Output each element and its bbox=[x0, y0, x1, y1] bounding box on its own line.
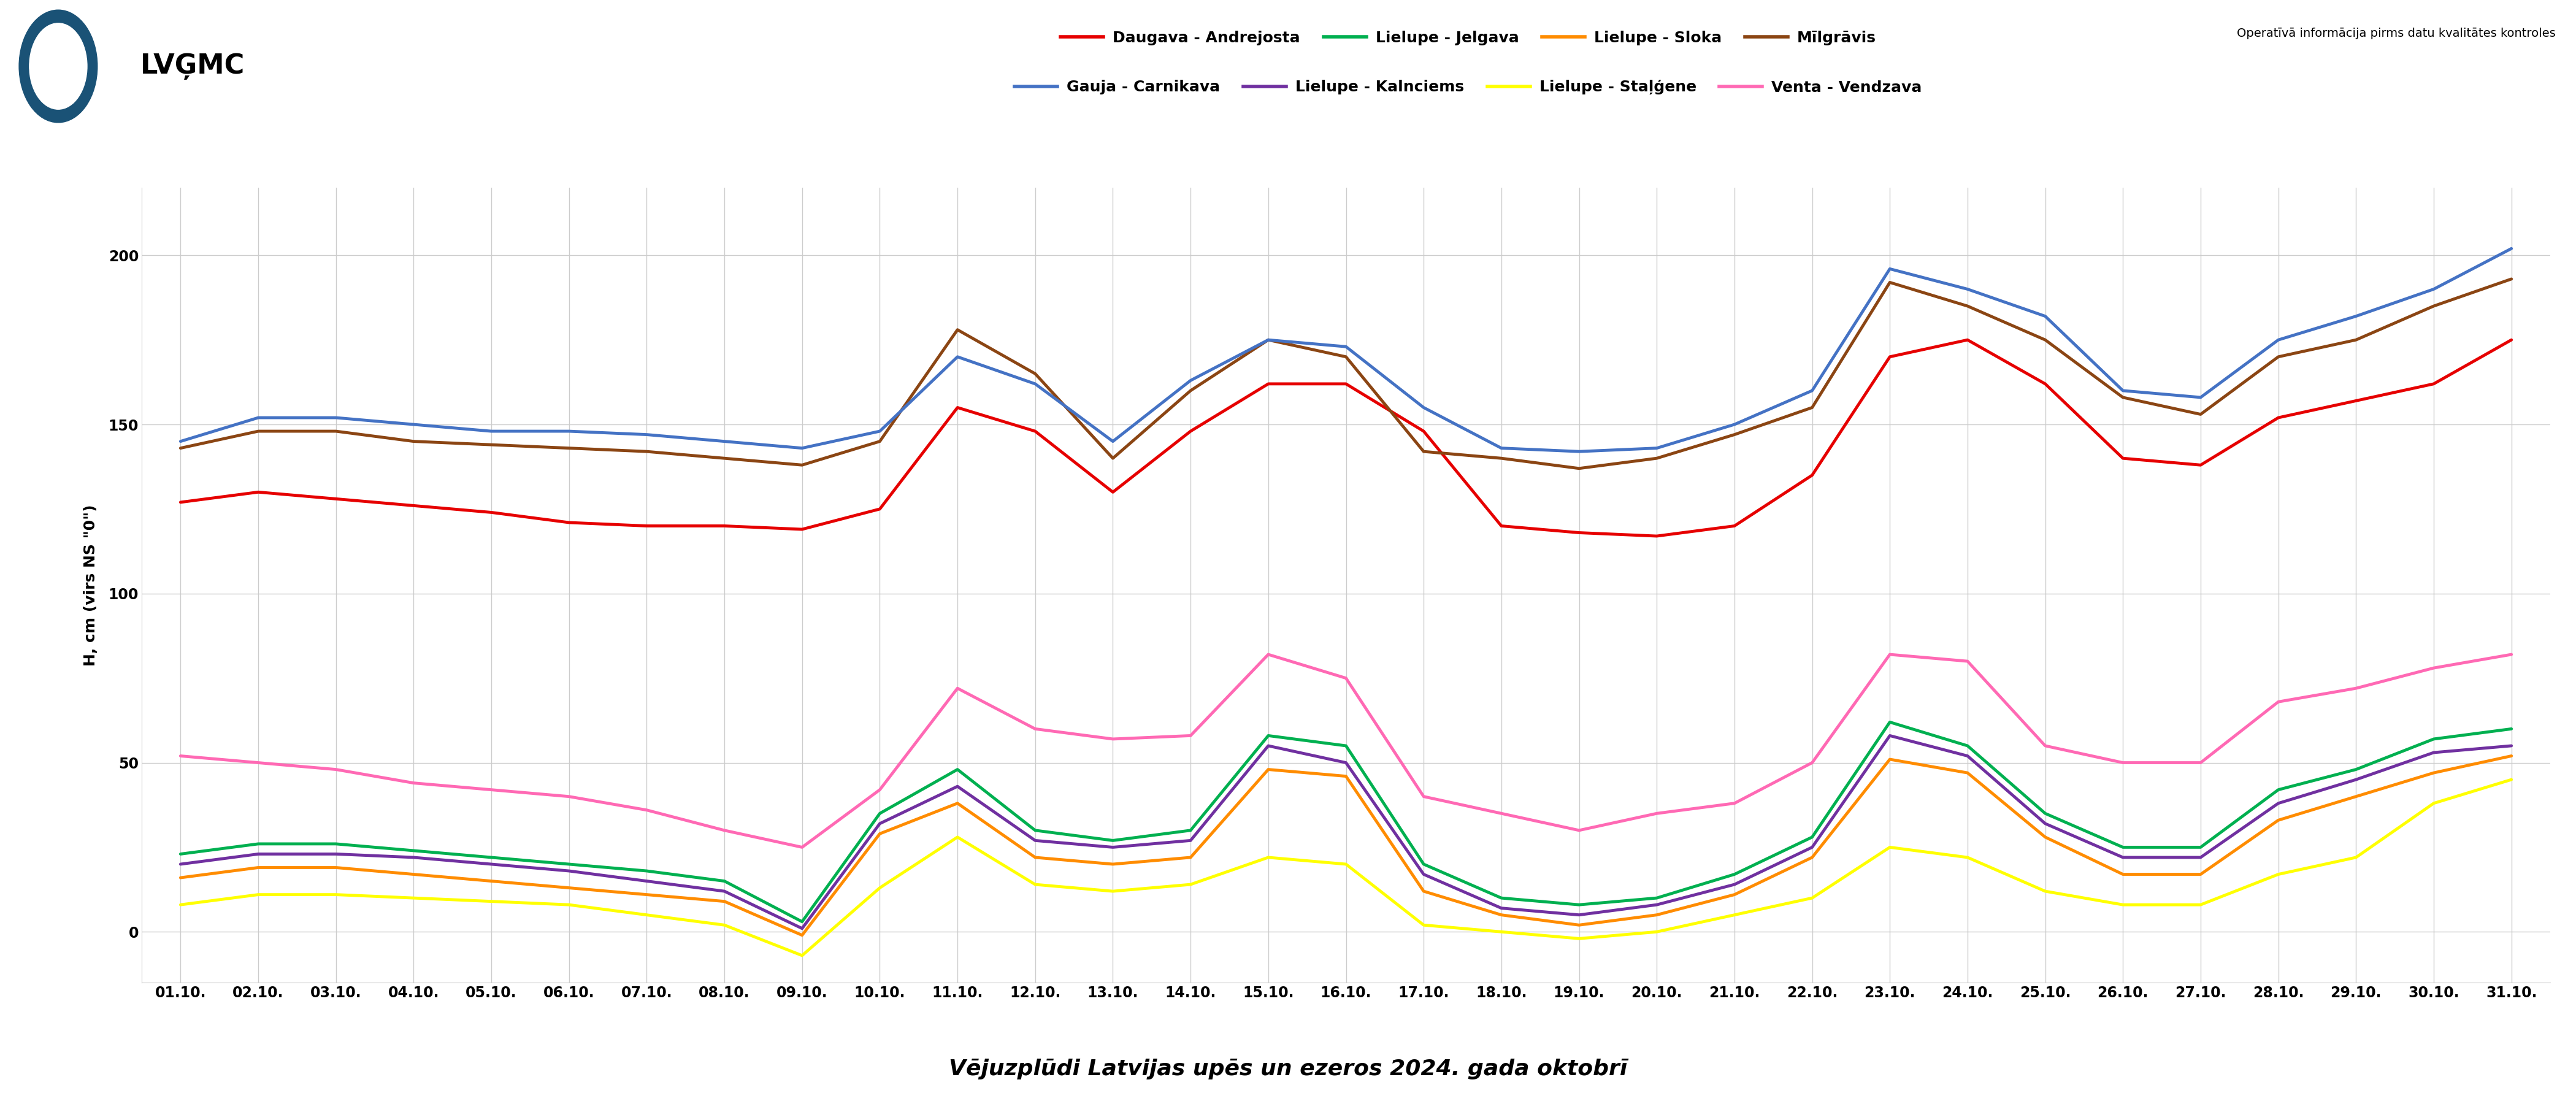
Ellipse shape bbox=[18, 10, 98, 123]
Ellipse shape bbox=[28, 23, 88, 109]
Y-axis label: H, cm (virs NS "0"): H, cm (virs NS "0") bbox=[82, 505, 98, 666]
Text: LVĢMC: LVĢMC bbox=[142, 53, 245, 79]
Legend: Gauja - Carnikava, Lielupe - Kalnciems, Lielupe - Staļģene, Venta - Vendzava: Gauja - Carnikava, Lielupe - Kalnciems, … bbox=[1010, 74, 1927, 100]
Text: Operatīvā informācija pirms datu kvalitātes kontroles: Operatīvā informācija pirms datu kvalitā… bbox=[2236, 28, 2555, 40]
Legend: Daugava - Andrejosta, Lielupe - Jelgava, Lielupe - Sloka, Mīlgrāvis: Daugava - Andrejosta, Lielupe - Jelgava,… bbox=[1054, 24, 1883, 51]
Text: Vējuzplūdi Latvijas upēs un ezeros 2024. gada oktobrī: Vējuzplūdi Latvijas upēs un ezeros 2024.… bbox=[948, 1059, 1628, 1080]
